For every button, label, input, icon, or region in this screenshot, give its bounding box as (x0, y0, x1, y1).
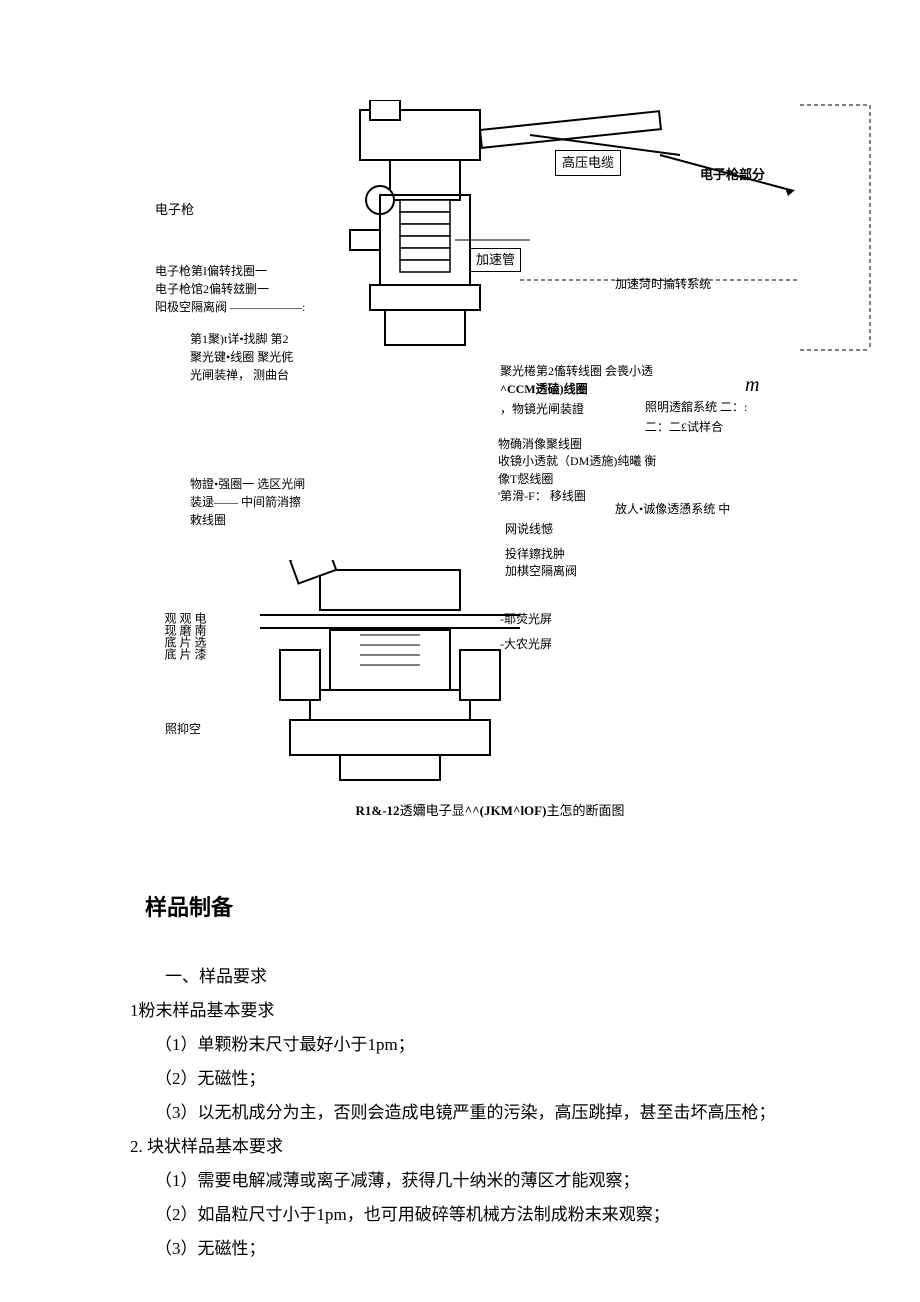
label-obj-aperture: ，物镜光闸装證 (500, 400, 584, 418)
label-accel-system: 加速菏时掄转系统 (615, 275, 711, 293)
text-accel-system: 加速菏时掄转系统 (615, 277, 711, 291)
label-zhaoyi: 照抑空 (165, 720, 201, 738)
label-illum-sys: 照明透舘系统 二：: (645, 398, 747, 416)
body-p6: 2. 块状样品基本要求 (130, 1130, 283, 1164)
section-title: 样品制备 (145, 890, 233, 922)
body-p3: （1）单颗粉末尺寸最好小于1pm； (155, 1028, 415, 1062)
body-p1: 一、样品要求 (165, 960, 267, 994)
label-cond2: 聚光棬第2傗转线圈 会喪小透 ^CCM透磕)线圈 (500, 362, 780, 398)
label-vertical-2: 观磨片片 (177, 612, 194, 687)
label-block2: 物證•强圈一 选区光闸 装逯—— 中间箭消擦 敕线圈 (190, 475, 350, 529)
body-p7: （1）需要电解减薄或离子减薄，获得几十纳米的薄区才能观察； (155, 1164, 640, 1198)
diagram-upper-svg (330, 100, 890, 360)
label-image-coil: 像T惄线圈 (498, 470, 553, 488)
label-anode-valve: 阳极空隔离阀 ——————: (155, 298, 305, 316)
page-root: 高压电缆 电子枪部分 加速管 加速菏时掄转系统 电子枪 电子枪第I偏转找圈一 电… (0, 0, 920, 1302)
body-p5: （3）以无机成分为主，否则会造成电镜严重的污染，高压跳掉，甚至击坏高压枪； (155, 1096, 855, 1130)
figure-caption: R1&-12透嬭电子显^^(JKM^lOF)主怎的断面图 (310, 800, 670, 819)
label-net: 网说线憾 (505, 520, 553, 538)
label-vertical-3: 观现底底 (162, 612, 179, 687)
body-p2: 1粉末样品基本要求 (130, 994, 275, 1028)
text-gun: 电子枪 (155, 202, 194, 217)
text-accel-tube: 加速管 (476, 252, 515, 267)
text-hv-cable: 高压电缆 (562, 155, 614, 170)
label-stig: 物确消像聚线圈 (498, 435, 582, 453)
label-mag-sys: 放人•诚像透慂系统 中 (615, 500, 730, 518)
label-sample-stage: 二：二£试样合 (645, 418, 723, 436)
body-p8: （2）如晶粒尺寸小于1pm，也可用破碎等机械方法制成粉末来观察； (155, 1198, 670, 1232)
label-deflect1: 电子枪第I偏转找圈一 (155, 262, 267, 280)
label-gun-section: 电子枪部分 (700, 165, 765, 185)
label-deflect2: 电子枪馆2偏转玆删一 (155, 280, 269, 298)
label-vertical-1: 电南选漆 (192, 612, 209, 687)
diagram-lower-svg (260, 560, 520, 790)
label-m: m (745, 370, 759, 400)
label-block1: 第1聚)t详•找脚 第2 聚光键•线圈 聚光侂 光闸装禅， 测曲台 (190, 330, 350, 384)
body-p4: （2）无磁性； (155, 1062, 266, 1096)
label-gun: 电子枪 (155, 200, 194, 220)
text-gun-section: 电子枪部分 (700, 167, 765, 182)
body-p9: （3）无磁性； (155, 1232, 266, 1266)
label-hv-cable: 高压电缆 (555, 150, 621, 176)
label-dm: 收镜小透就（DM透施)纯曦 衡 (498, 452, 758, 470)
label-accel-tube: 加速管 (470, 248, 521, 272)
label-shift-coil: '第滑-F： 移线圈 (498, 487, 586, 505)
